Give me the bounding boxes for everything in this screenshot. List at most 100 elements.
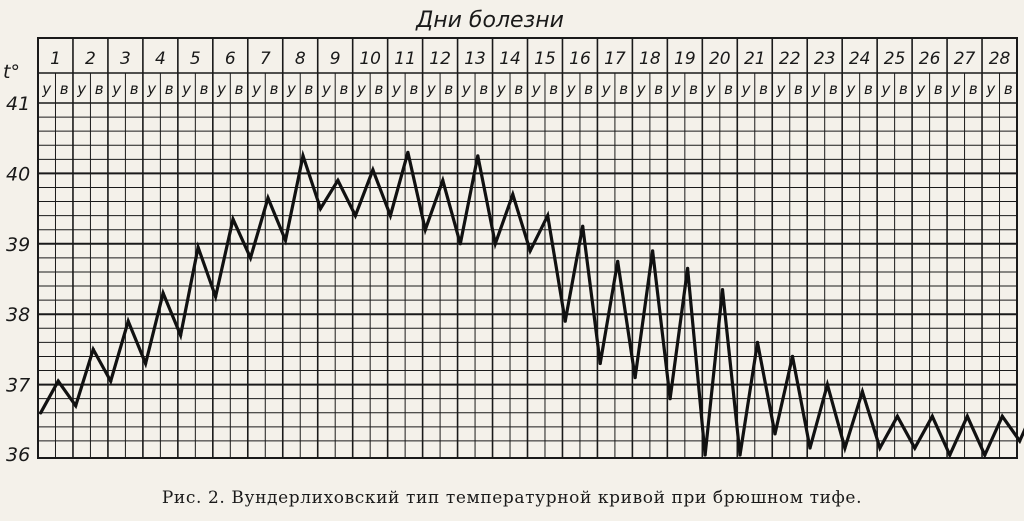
half-day-label: в (724, 80, 733, 98)
temperature-point (860, 390, 865, 394)
half-day-label: в (305, 80, 314, 98)
half-day-label: у (531, 80, 542, 98)
half-day-label: в (689, 80, 698, 98)
temperature-point (371, 168, 375, 172)
day-label: 17 (604, 49, 626, 69)
temperature-point (476, 154, 480, 158)
figure-caption: Рис. 2. Вундерлиховский тип температурно… (161, 488, 863, 508)
half-day-label: в (479, 80, 488, 98)
temperature-point (283, 238, 288, 242)
half-day-label: у (636, 80, 647, 98)
temperature-point (668, 397, 672, 401)
half-day-label: в (864, 80, 873, 98)
temperature-point (126, 319, 130, 323)
half-day-label: в (794, 80, 803, 98)
day-label: 13 (464, 49, 486, 69)
day-label: 16 (569, 49, 591, 69)
half-day-label: в (1004, 80, 1013, 98)
day-label: 26 (919, 49, 941, 69)
temperature-point (895, 414, 900, 418)
day-label: 5 (190, 49, 201, 69)
temperature-point (109, 379, 113, 383)
temperature-point (965, 414, 969, 418)
temperature-point (91, 347, 95, 351)
half-day-label: у (601, 80, 612, 98)
half-day-label: в (934, 80, 943, 98)
temperature-point (388, 214, 392, 218)
temperature-point (913, 446, 917, 450)
y-tick-label: 38 (6, 304, 30, 326)
half-day-label: в (584, 80, 593, 98)
half-day-label: у (426, 80, 437, 98)
day-label: 12 (429, 49, 451, 69)
day-label: 28 (989, 49, 1011, 69)
y-tick-label: 36 (6, 444, 30, 466)
half-day-label: у (181, 80, 192, 98)
temperature-point (1000, 414, 1004, 418)
half-day-label: в (270, 80, 279, 98)
half-day-label: в (165, 80, 174, 98)
day-label: 4 (155, 49, 166, 69)
day-label: 22 (779, 49, 801, 69)
half-day-label: у (286, 80, 297, 98)
temperature-point (633, 376, 637, 380)
half-day-label: в (60, 80, 69, 98)
half-day-label: у (950, 80, 961, 98)
day-label: 3 (120, 49, 131, 69)
temperature-point (720, 288, 725, 292)
half-day-label: у (845, 80, 856, 98)
temperature-point (581, 224, 585, 228)
day-label: 6 (225, 49, 236, 69)
temperature-point (56, 379, 60, 383)
series-layer (39, 149, 1024, 459)
half-day-label: в (444, 80, 453, 98)
day-label: 2 (85, 49, 96, 69)
half-day-label: в (130, 80, 139, 98)
temperature-point (336, 178, 340, 182)
day-label: 14 (499, 49, 521, 69)
y-tick-label: 37 (6, 375, 30, 397)
temperature-point (738, 453, 742, 457)
temperature-point (353, 214, 357, 218)
day-label: 10 (359, 49, 381, 69)
day-label: 21 (744, 49, 766, 69)
temperature-line (39, 149, 1024, 459)
y-axis-label: t° (3, 61, 20, 83)
temperature-point (74, 404, 78, 408)
temperature-point (493, 242, 497, 246)
day-label: 1 (50, 49, 61, 69)
day-label: 18 (639, 49, 661, 69)
half-day-label: у (915, 80, 926, 98)
half-day-label: в (340, 80, 349, 98)
half-day-label: у (880, 80, 891, 98)
half-day-label: у (566, 80, 577, 98)
temperature-point (546, 214, 550, 218)
half-day-label: у (391, 80, 402, 98)
half-day-label: у (356, 80, 367, 98)
temperature-point (930, 414, 934, 418)
half-day-label: в (235, 80, 244, 98)
temperature-point (318, 207, 323, 211)
temperature-point (878, 446, 882, 450)
day-label: 20 (709, 49, 731, 69)
half-day-label: у (496, 80, 507, 98)
half-day-label: у (251, 80, 262, 98)
temperature-point (616, 259, 620, 263)
day-label: 19 (674, 49, 696, 69)
temperature-point (528, 249, 532, 253)
day-label: 27 (954, 49, 976, 69)
day-label: 9 (330, 49, 341, 69)
day-label: 25 (884, 49, 906, 69)
half-day-label: в (514, 80, 523, 98)
half-day-label: у (671, 80, 682, 98)
half-day-label: в (374, 80, 383, 98)
half-day-label: в (654, 80, 663, 98)
day-label: 7 (260, 49, 271, 69)
temperature-point (179, 333, 183, 337)
temperature-point (511, 192, 515, 197)
temperature-point (144, 361, 148, 366)
half-day-label: у (985, 80, 996, 98)
temperature-point (651, 249, 655, 253)
half-day-label: в (619, 80, 628, 98)
